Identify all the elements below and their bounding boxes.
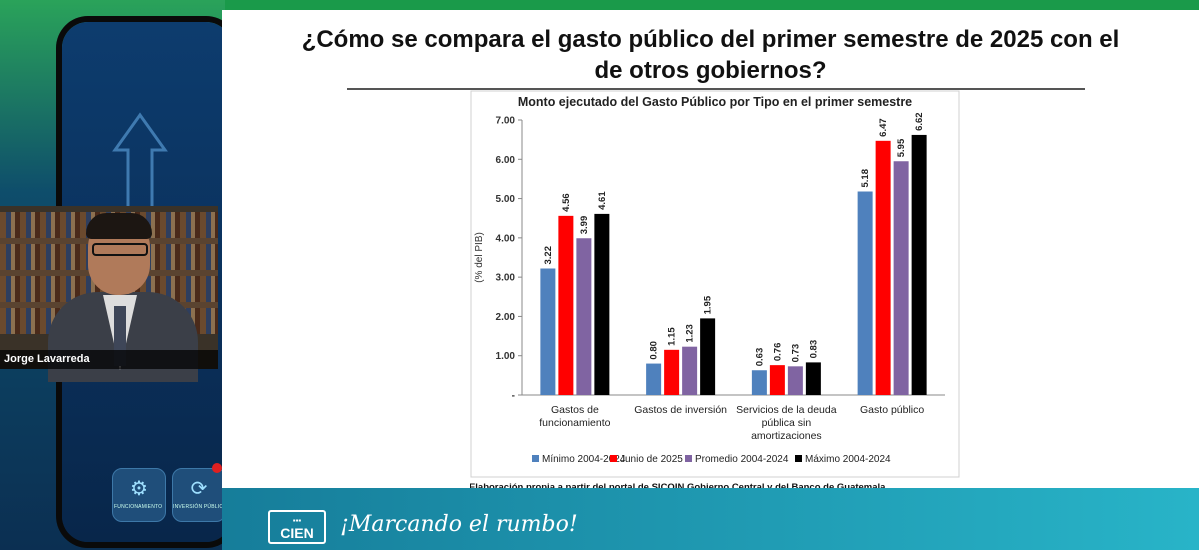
bar-value-label: 0.80 [649,341,660,360]
bar [769,365,785,395]
x-category-label: Gastos de [551,404,599,416]
cien-logo: ▪▪▪ CIEN [268,510,326,544]
slide-title-line-2: de otros gobiernos? [594,57,827,84]
bar-value-label: 1.95 [703,295,714,314]
brand-tagline: ¡Marcando el rumbo! [340,512,578,537]
presenter-name-tag: Jorge Lavarreda [0,350,218,369]
legend-swatch [610,455,617,462]
bar [646,363,662,395]
bar-value-label: 4.61 [597,191,608,210]
bar-value-label: 0.73 [790,344,801,363]
legend-swatch [795,455,802,462]
funcionamiento-app-label: FUNCIONAMIENTO [114,504,163,510]
bar-value-label: 5.18 [860,169,871,188]
bar [558,215,574,395]
bar [911,134,927,395]
x-category-label: Gastos de inversión [634,404,727,416]
footer-band [222,488,1199,550]
gear-icon: ⚙ [130,478,148,500]
y-tick-label: 1.00 [496,351,516,362]
x-category-label: amortizaciones [751,430,822,442]
x-category-label: Gasto público [860,404,924,416]
bar [893,161,909,395]
bar-value-label: 1.23 [685,324,696,343]
inversion-publica-app-label: INVERSIÓN PÚBLICA [173,504,227,510]
x-category-label: funcionamiento [539,417,610,429]
legend-label: Junio de 2025 [620,454,683,465]
bar [682,346,698,395]
legend-label: Promedio 2004-2024 [695,454,789,465]
y-tick-label: 2.00 [496,312,516,323]
bar-value-label: 5.95 [896,138,907,157]
bar-value-label: 3.99 [579,216,590,235]
funcionamiento-app-button[interactable]: ⚙ [112,468,166,522]
bar [576,238,592,395]
slide-title-line-1: ¿Cómo se compara el gasto público del pr… [301,26,1120,53]
bar-value-label: 0.76 [772,343,783,362]
x-category-label: Servicios de la deuda [736,404,837,416]
bar [594,213,610,395]
bar-value-label: 0.63 [754,348,765,367]
y-axis-label: (% del PIB) [474,232,485,283]
y-tick-label: 3.00 [496,273,516,284]
bar [857,191,873,395]
y-tick-label: 6.00 [496,155,516,166]
bar [787,366,803,395]
bar-value-label: 0.83 [808,340,819,359]
slide-title: ¿Cómo se compara el gasto público del pr… [222,24,1199,86]
investment-icon: ⟳ [190,478,208,500]
bar [875,140,891,395]
y-tick-label: 4.00 [496,233,516,244]
bar-value-label: 4.56 [561,193,572,212]
y-tick-label: 5.00 [496,194,516,205]
bar [805,362,821,395]
y-tick-label: 7.00 [496,116,516,127]
bar [751,370,767,395]
x-category-label: pública sin [762,417,812,429]
legend-label: Máximo 2004-2024 [805,454,891,465]
bar [700,318,716,395]
chart-title: Monto ejecutado del Gasto Público por Ti… [518,95,912,109]
bar [664,349,680,395]
title-divider [347,88,1085,90]
bar [540,268,556,395]
bar-value-label: 6.47 [878,118,889,137]
y-tick-label: - [512,391,515,402]
legend-label: Mínimo 2004-2024 [542,454,626,465]
bar-chart: Monto ejecutado del Gasto Público por Ti… [470,90,960,490]
legend-swatch [532,455,539,462]
notification-dot [212,463,222,473]
bar-value-label: 3.22 [543,246,554,265]
bar-value-label: 6.62 [914,112,925,131]
glasses [92,243,148,256]
chart-source: Fuente: Elaboración propia a partir del … [470,482,888,490]
inversion-publica-app-button[interactable]: ⟳ [172,468,226,522]
bar-value-label: 1.15 [667,327,678,346]
legend-swatch [685,455,692,462]
presentation-slide: ¿Cómo se compara el gasto público del pr… [222,10,1199,490]
